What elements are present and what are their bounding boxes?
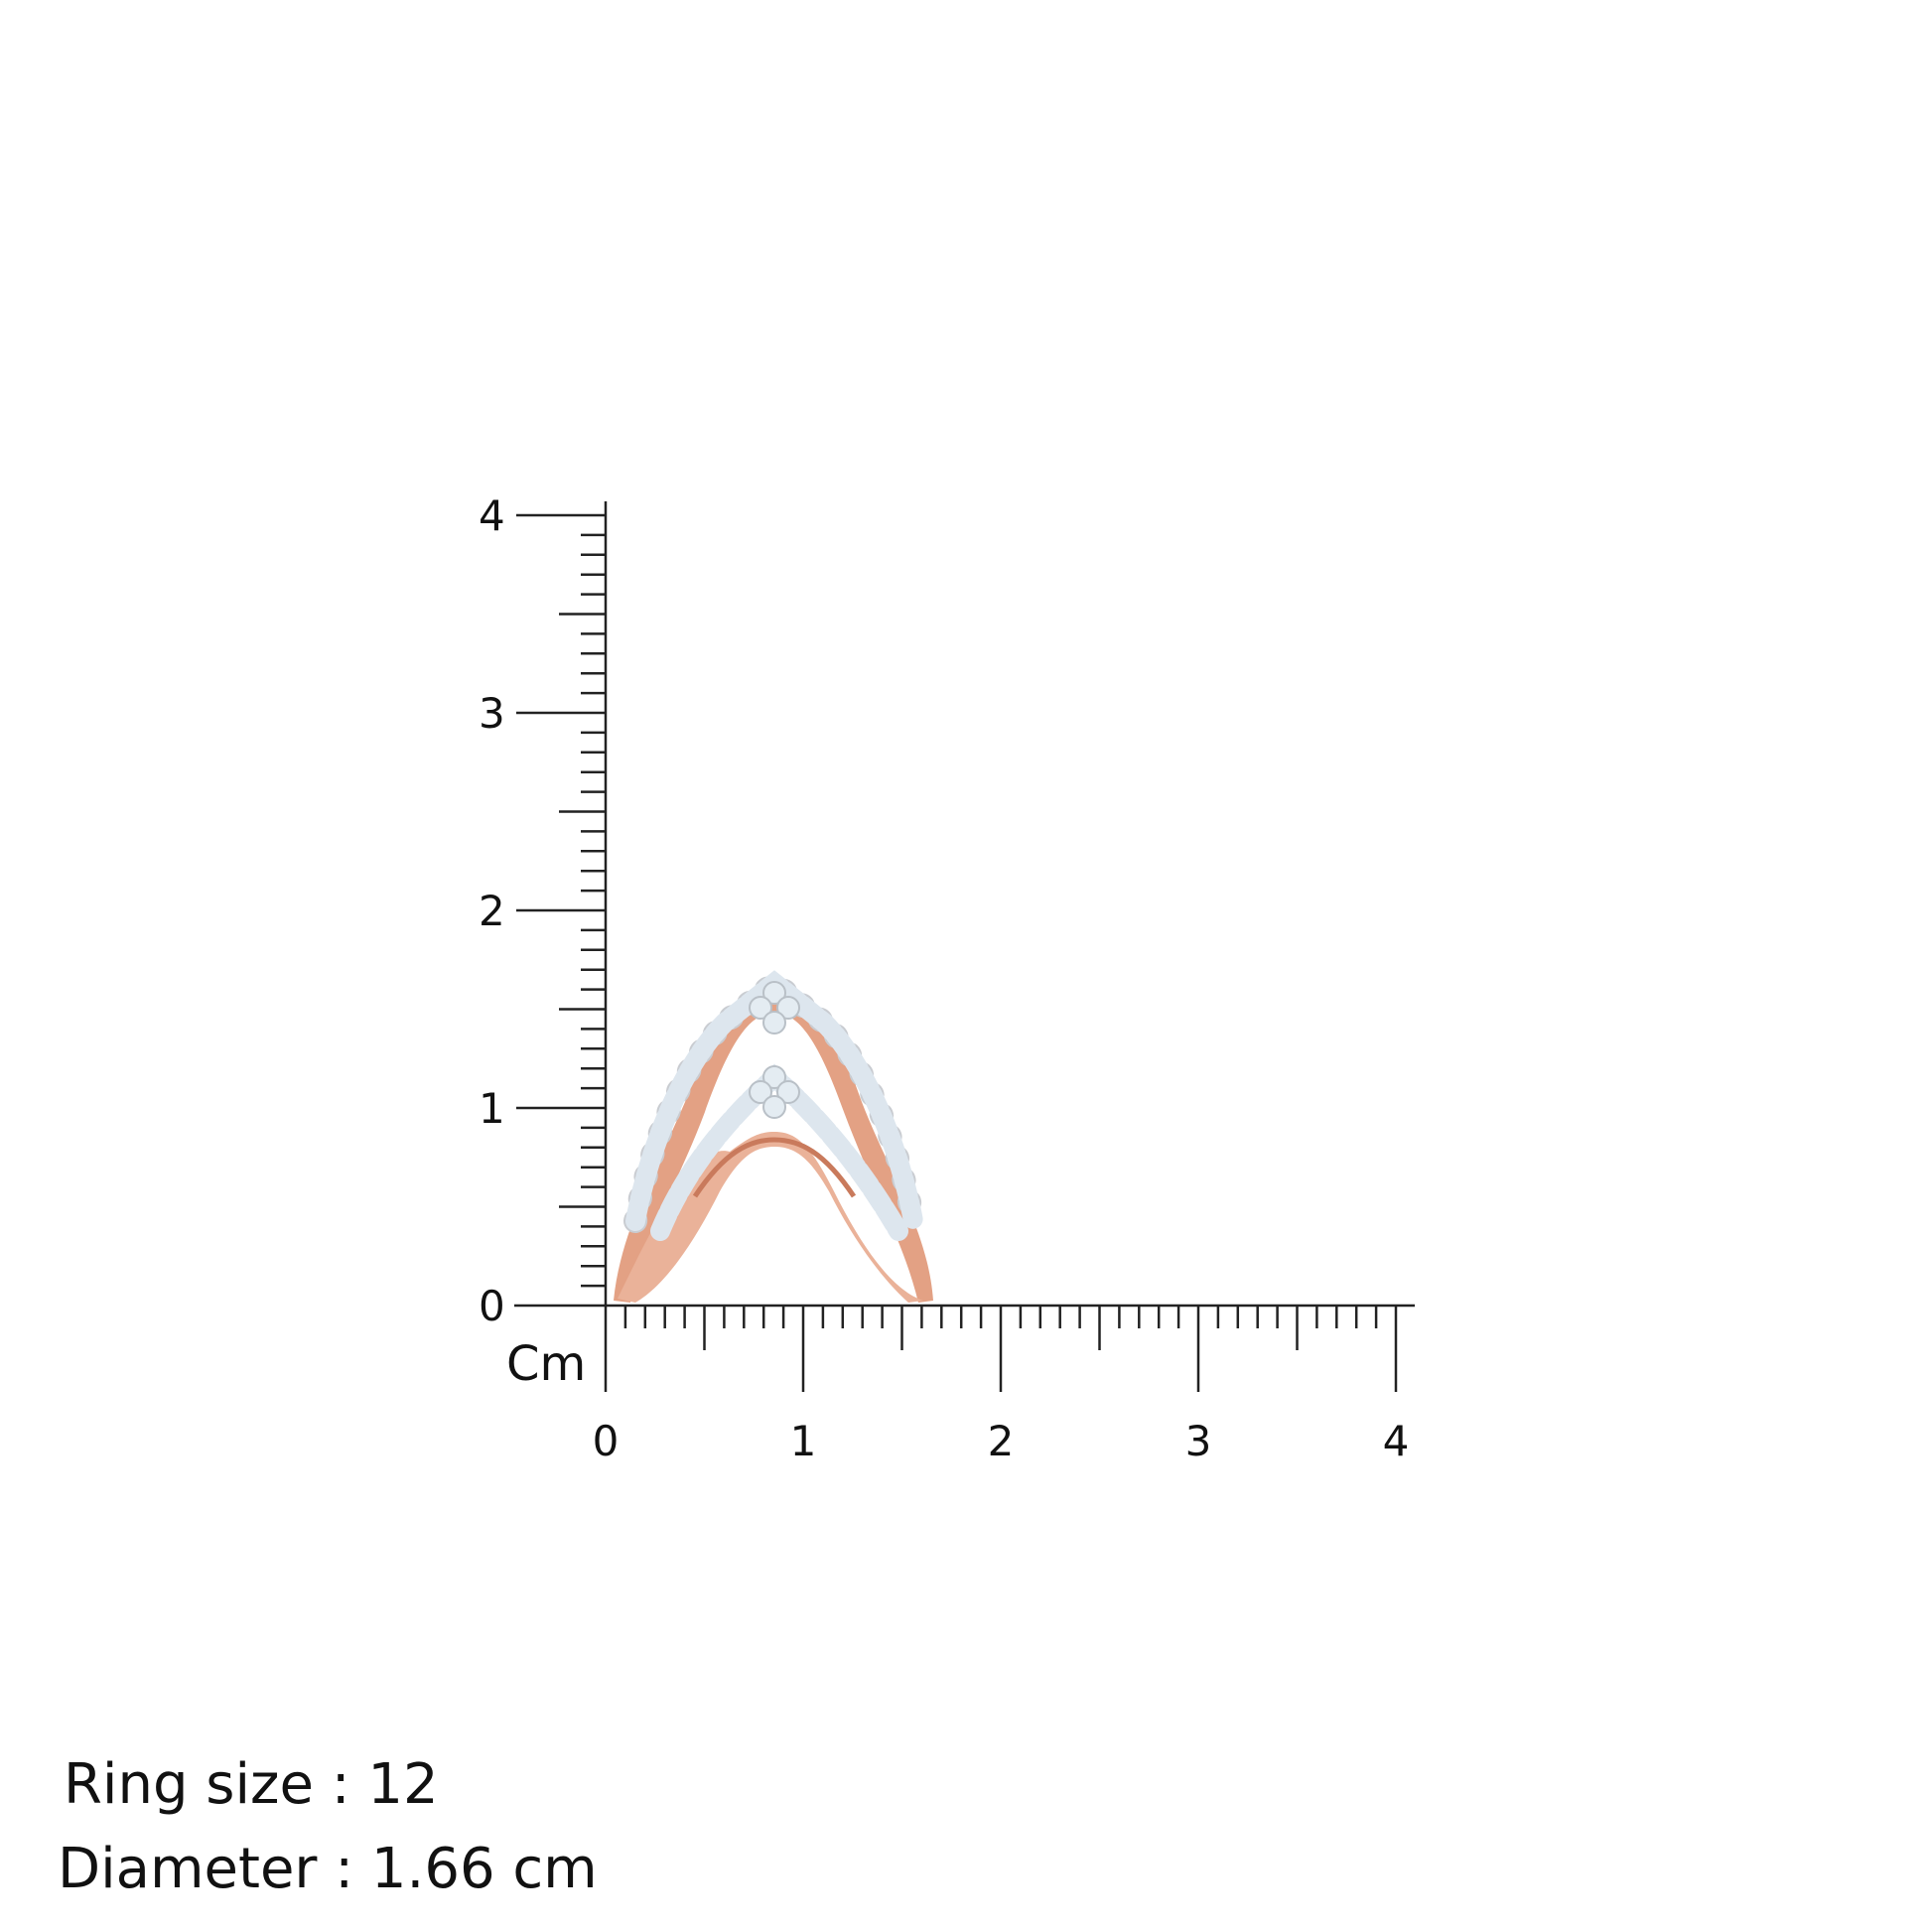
diamond-cluster-lower (749, 1065, 800, 1119)
ring-outer-band (614, 983, 933, 1303)
x-tick-label: 3 (1185, 1417, 1212, 1465)
y-tick-label: 4 (479, 491, 505, 540)
y-tick-label: 2 (479, 887, 505, 935)
y-tick-label: 0 (479, 1282, 505, 1330)
x-tick-label: 2 (988, 1417, 1015, 1465)
x-tick-label: 1 (790, 1417, 817, 1465)
ring-image (614, 967, 933, 1303)
x-tick-label: 0 (593, 1417, 620, 1465)
diamond-cluster-top (749, 981, 800, 1035)
diameter-text: Diameter : 1.66 cm (58, 1837, 598, 1901)
y-tick-label: 3 (479, 689, 505, 738)
ring-size-text: Ring size : 12 (64, 1752, 439, 1817)
y-tick-label: 1 (479, 1084, 505, 1133)
x-tick-label: 4 (1383, 1417, 1410, 1465)
unit-label: Cm (506, 1336, 586, 1392)
ring-plain-band-edge (692, 1137, 857, 1198)
